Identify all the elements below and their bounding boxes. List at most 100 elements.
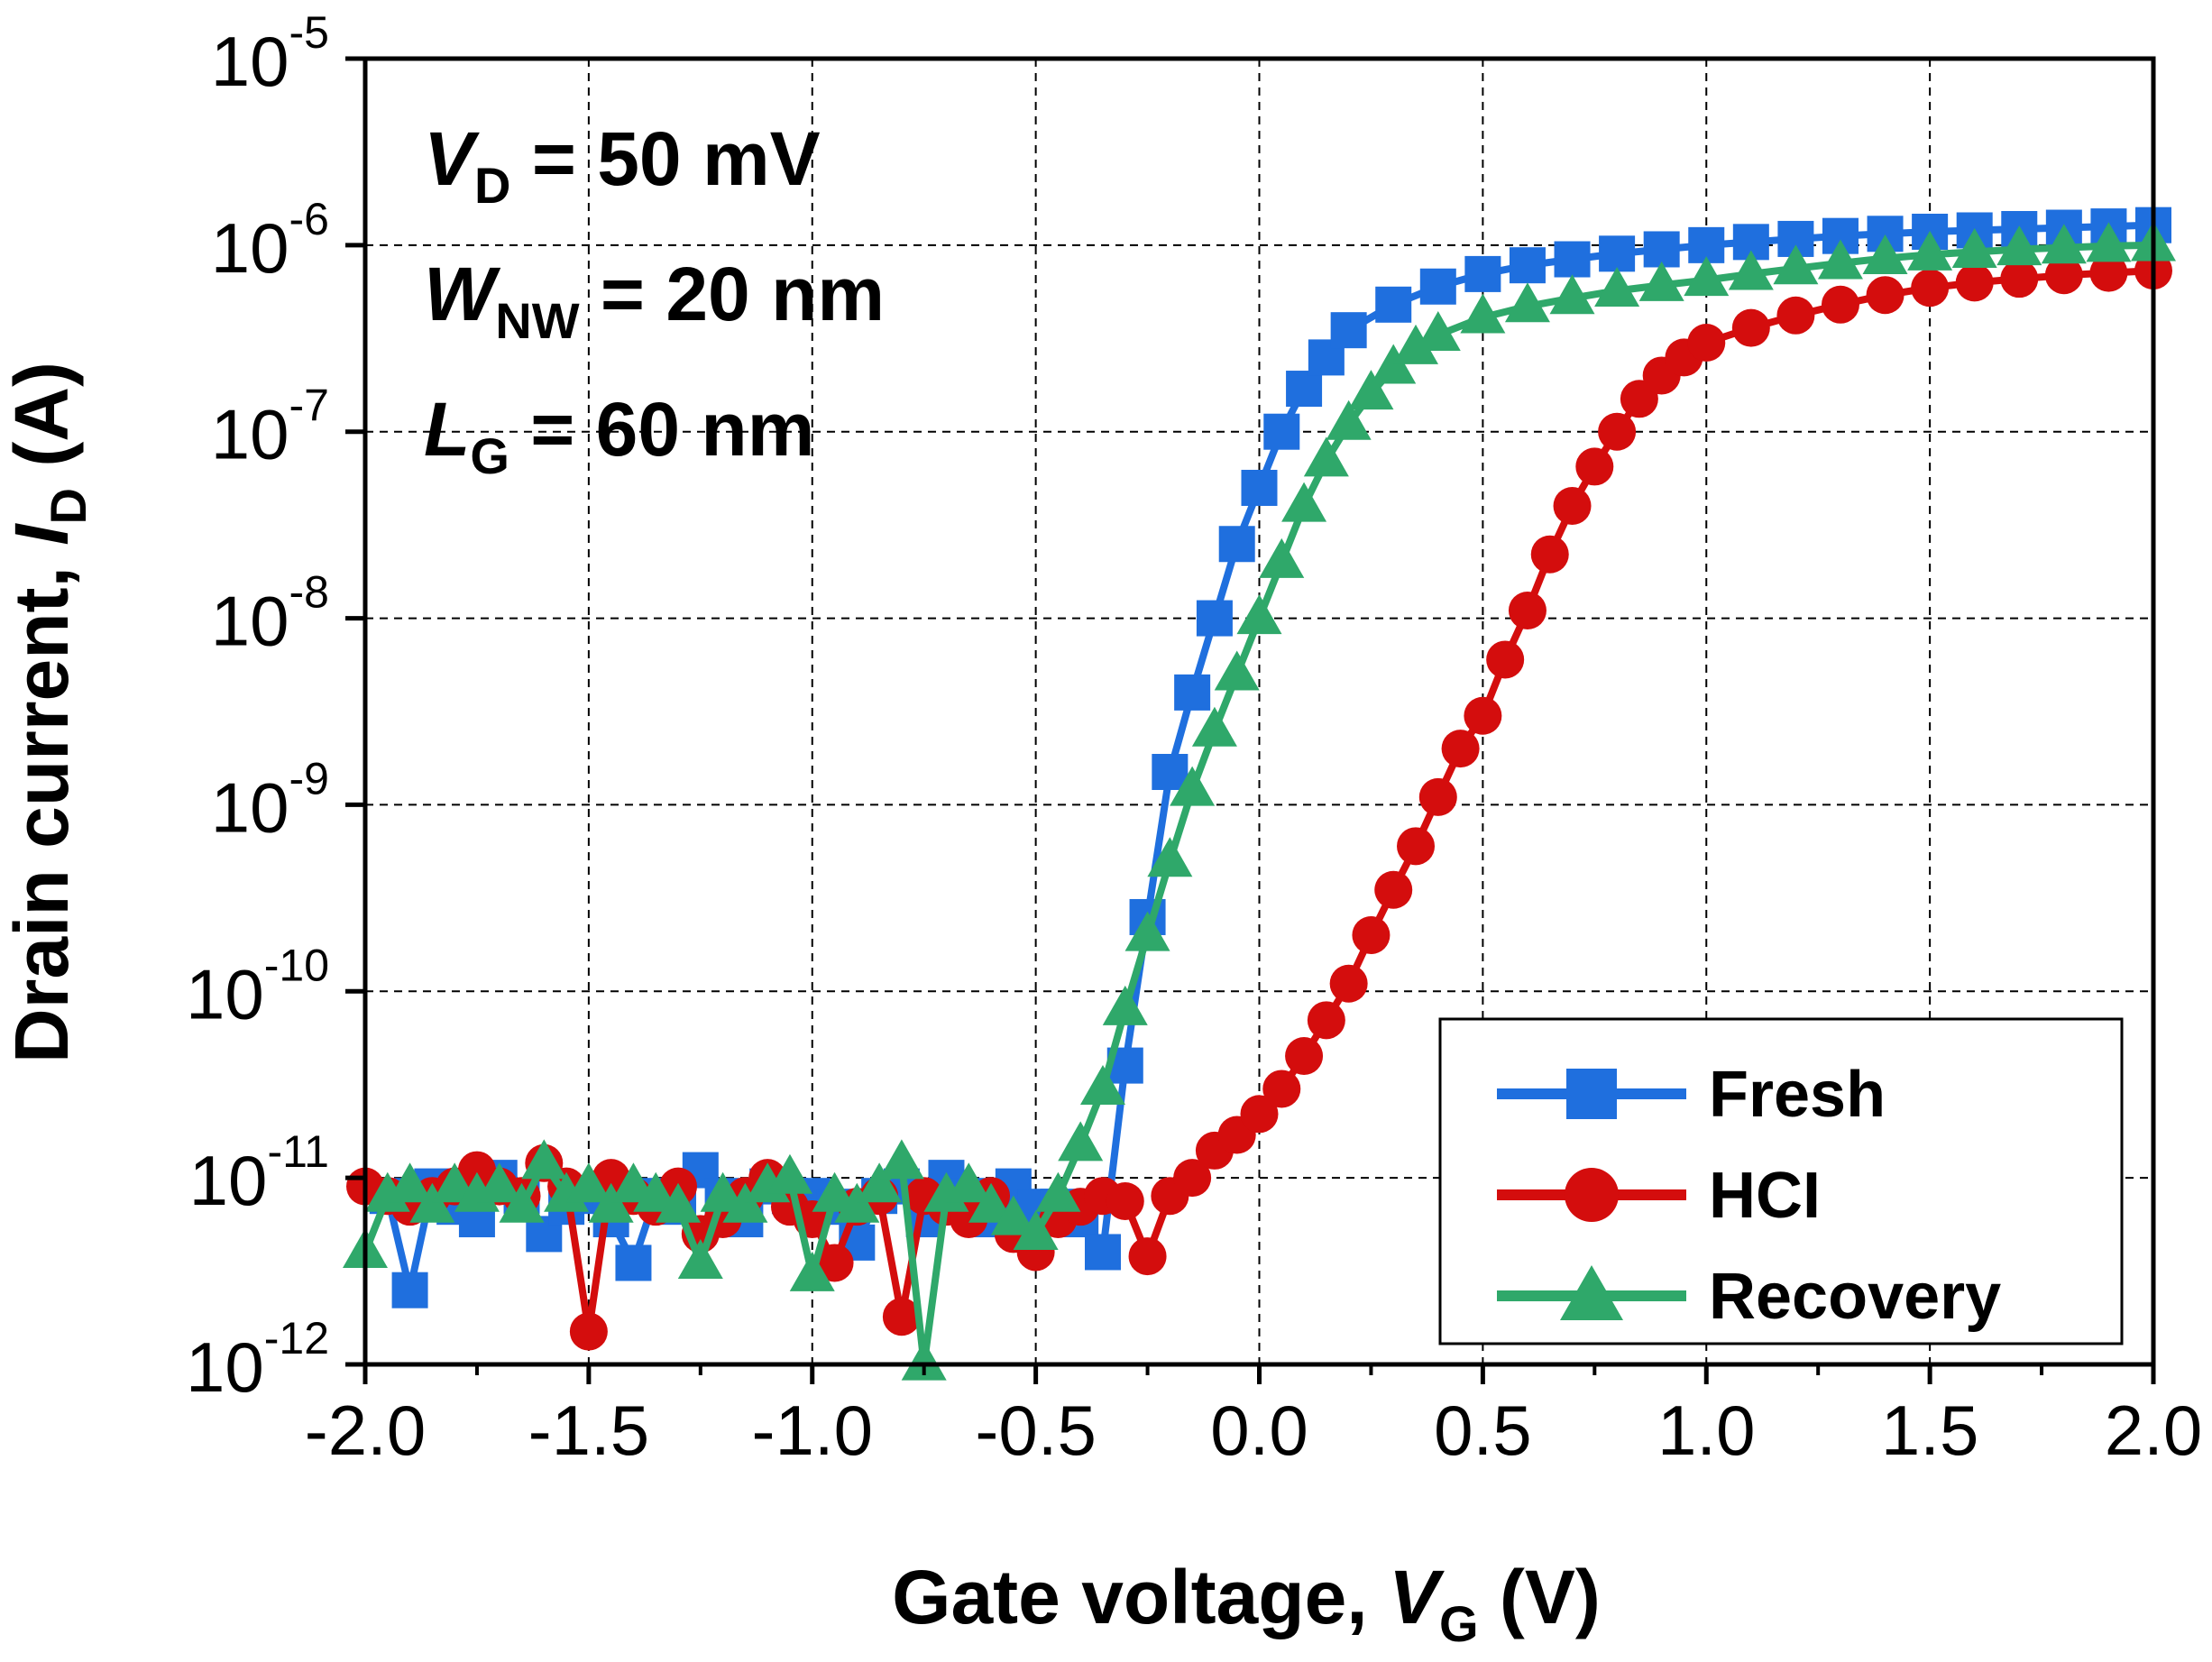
legend-label-recovery: Recovery <box>1709 1261 2001 1333</box>
data-point-hci <box>1106 1181 1144 1220</box>
data-point-recovery <box>878 1139 924 1180</box>
data-point-recovery <box>901 1340 947 1381</box>
data-point-recovery <box>1236 594 1282 635</box>
data-point-recovery <box>1259 537 1305 578</box>
data-point-recovery <box>387 1162 433 1203</box>
data-point-recovery <box>1281 482 1327 522</box>
data-point-recovery <box>565 1162 611 1203</box>
data-point-fresh <box>1554 241 1591 278</box>
data-point-recovery <box>834 1182 880 1223</box>
data-point-recovery <box>1549 274 1595 315</box>
data-point-recovery <box>1191 706 1237 747</box>
data-point-recovery <box>968 1182 1014 1223</box>
data-point-fresh <box>1643 231 1680 268</box>
data-point-fresh <box>1464 255 1501 292</box>
data-point-hci <box>1687 324 1726 363</box>
data-point-hci <box>1553 487 1592 526</box>
data-point-recovery <box>633 1171 679 1212</box>
data-point-recovery <box>2041 224 2087 264</box>
legend-item-recovery: Recovery <box>1497 1261 2001 1333</box>
data-point-recovery <box>656 1182 702 1223</box>
y-tick-label: 10-8 <box>211 567 329 661</box>
y-tick-label: 10-12 <box>186 1313 329 1407</box>
data-point-fresh <box>1241 469 1278 506</box>
data-point-recovery <box>1013 1210 1059 1251</box>
data-point-hci <box>1530 535 1569 574</box>
data-point-hci <box>1598 412 1637 451</box>
data-point-recovery <box>1348 370 1394 410</box>
data-point-hci <box>1955 263 1994 302</box>
data-point-hci <box>882 1298 921 1336</box>
y-axis-title: Drain current, ID (A) <box>0 362 96 1063</box>
data-point-fresh <box>1196 600 1233 637</box>
legend: Fresh HCI Recovery <box>1438 1017 2124 1345</box>
data-point-recovery <box>857 1162 903 1203</box>
x-axis-title: Gate voltage, VG (V) <box>892 1555 1601 1652</box>
x-tick-label: 0.5 <box>1434 1391 1531 1470</box>
data-point-fresh <box>1509 247 1546 284</box>
y-tick-label: 10-10 <box>186 940 329 1033</box>
legend-label-hci: HCI <box>1709 1160 1821 1232</box>
data-point-hci <box>1866 276 1905 315</box>
x-tick-label: -1.5 <box>528 1391 649 1470</box>
data-point-hci <box>1397 827 1436 866</box>
data-point-hci <box>1307 1001 1345 1040</box>
data-point-fresh <box>1599 235 1636 272</box>
data-point-hci <box>1352 916 1391 955</box>
data-point-recovery <box>1303 436 1349 477</box>
data-point-recovery <box>1415 311 1461 352</box>
legend-box <box>1438 1017 2124 1345</box>
data-point-hci <box>1240 1095 1279 1134</box>
data-point-recovery <box>1170 766 1216 806</box>
data-point-hci <box>1374 870 1413 909</box>
data-point-recovery <box>499 1182 545 1223</box>
data-point-recovery <box>766 1153 812 1194</box>
data-point-recovery <box>1035 1171 1081 1212</box>
data-point-hci <box>1441 730 1480 768</box>
data-point-hci <box>1821 285 1859 324</box>
data-point-recovery <box>1996 225 2042 266</box>
data-point-hci <box>1575 447 1614 486</box>
legend-item-fresh: Fresh <box>1497 1059 1886 1131</box>
data-point-recovery <box>1862 234 1908 275</box>
legend-item-hci: HCI <box>1497 1160 1821 1232</box>
data-point-recovery <box>521 1139 567 1180</box>
x-tick-label: 1.5 <box>1881 1391 1978 1470</box>
x-tick-label: 2.0 <box>2105 1391 2202 1470</box>
data-point-recovery <box>1124 911 1170 951</box>
data-point-hci <box>1464 696 1502 735</box>
data-point-hci <box>2000 260 2039 298</box>
axis-ticks: -2.0 -1.5 -1.0 -0.5 0.0 0.5 1.0 1.5 2.0 10-12 10-1… <box>186 7 2202 1470</box>
data-point-recovery <box>588 1182 634 1223</box>
series-recovery <box>343 221 2176 1381</box>
data-point-hci <box>815 1244 854 1282</box>
x-tick-label: 1.0 <box>1657 1391 1755 1470</box>
data-point-recovery <box>1817 239 1863 280</box>
data-point-fresh <box>1419 268 1456 305</box>
data-point-hci <box>1173 1159 1212 1198</box>
data-point-fresh <box>1286 371 1323 408</box>
data-point-fresh <box>615 1244 652 1281</box>
data-point-hci <box>2044 256 2083 295</box>
y-tick-label: 10-11 <box>189 1126 329 1220</box>
x-tick-label: -0.5 <box>975 1391 1096 1470</box>
data-point-hci <box>1329 964 1368 1003</box>
data-point-recovery <box>1773 244 1819 285</box>
data-point-recovery <box>1907 230 1953 271</box>
x-tick-label: -2.0 <box>305 1391 426 1470</box>
data-point-hci <box>1262 1070 1301 1108</box>
data-point-recovery <box>1684 256 1730 297</box>
data-point-recovery <box>789 1251 835 1291</box>
data-point-hci <box>1418 777 1457 816</box>
data-point-hci <box>1486 640 1525 679</box>
data-point-recovery <box>1594 266 1640 307</box>
data-point-recovery <box>1951 227 1997 268</box>
x-tick-label: 0.0 <box>1210 1391 1308 1470</box>
data-point-recovery <box>1393 324 1439 364</box>
legend-label-fresh: Fresh <box>1709 1059 1886 1131</box>
data-point-recovery <box>1058 1121 1104 1162</box>
data-point-recovery <box>1728 250 1774 290</box>
data-point-hci <box>1731 308 1770 347</box>
data-point-hci <box>569 1312 608 1351</box>
